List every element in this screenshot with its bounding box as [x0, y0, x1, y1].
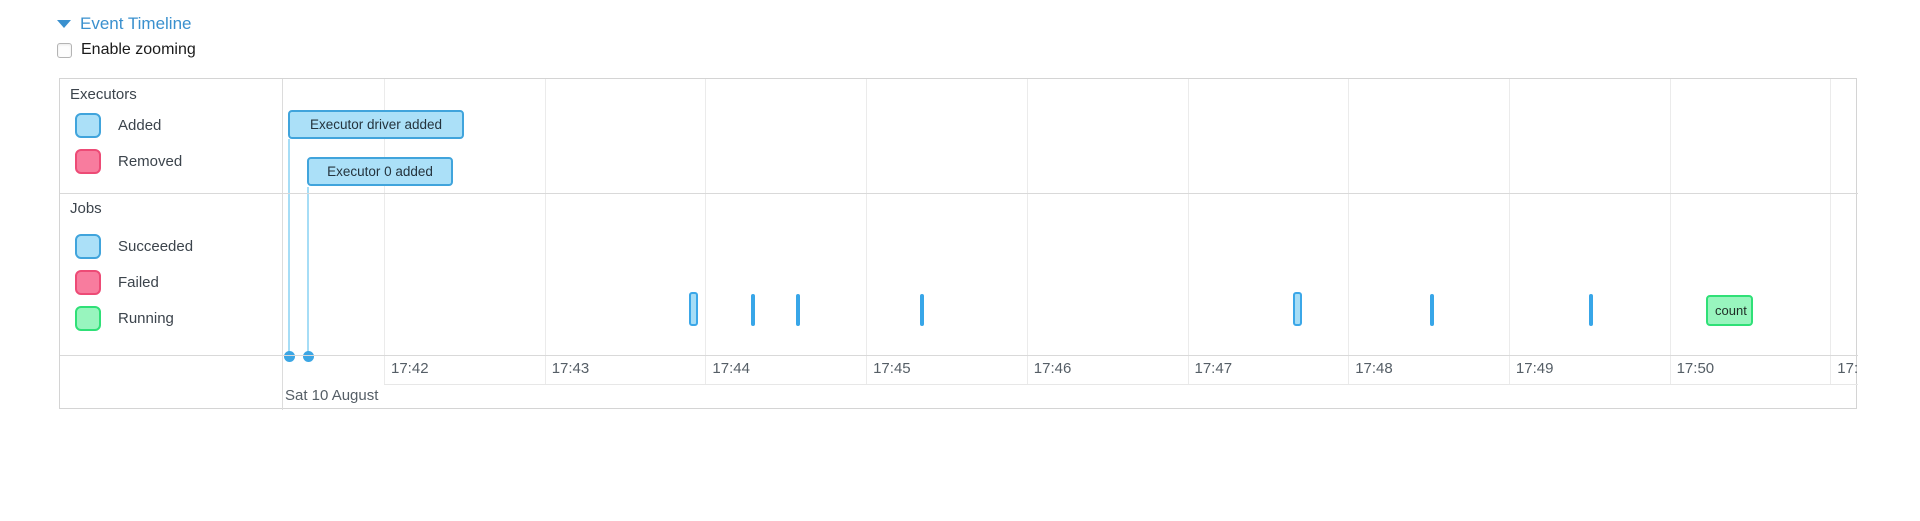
time-tick-label: 17:46 — [1033, 360, 1072, 377]
executors-lane-title: Executors — [70, 86, 137, 103]
running-label: Running — [118, 310, 174, 327]
lane-divider — [60, 193, 1858, 194]
executor-event-dot — [302, 350, 314, 362]
time-tick-label: 17:49 — [1515, 360, 1554, 377]
axis-line — [60, 355, 1858, 356]
succeeded-label: Succeeded — [118, 238, 194, 255]
added-label: Added — [118, 117, 162, 134]
collapse-triangle-icon — [57, 20, 71, 28]
event-timeline-title: Event Timeline — [80, 14, 192, 33]
axis-label-row-divider — [384, 384, 1858, 385]
legend-item-added: Added — [75, 113, 161, 138]
failed-swatch — [75, 270, 101, 295]
enable-zooming-checkbox[interactable] — [57, 42, 72, 58]
removed-swatch — [75, 149, 101, 174]
executor-event-line — [307, 187, 309, 355]
added-swatch — [75, 113, 101, 138]
executor-event-dot — [283, 350, 295, 362]
time-gridline — [1187, 79, 1189, 384]
executor-event-box[interactable]: Executor driver added — [288, 110, 464, 139]
time-gridline — [1348, 79, 1350, 384]
failed-label: Failed — [118, 274, 159, 291]
time-gridline — [544, 79, 546, 384]
time-tick-label: 17:45 — [873, 360, 911, 377]
time-tick-label: 17:47 — [1194, 360, 1233, 377]
running-swatch — [75, 306, 101, 331]
time-tick-label: 17:50 — [1676, 360, 1715, 377]
legend-item-running: Running — [75, 306, 174, 331]
time-tick-label: 17:42 — [391, 360, 429, 377]
jobs-lane-title: Jobs — [70, 200, 102, 217]
time-tick-label: 17:48 — [1355, 360, 1393, 377]
enable-zooming-label: Enable zooming — [81, 41, 196, 58]
time-gridline — [1669, 79, 1671, 384]
time-gridline — [866, 79, 868, 384]
time-gridline — [1830, 79, 1832, 384]
timeline-chart-area: 17:42 17:43 17:44 17:45 17:46 17:47 17:48 17:49… — [282, 79, 1858, 410]
time-gridline — [705, 79, 707, 384]
enable-zooming-row: Enable zooming — [57, 41, 196, 59]
time-tick-label: 17:51 — [1837, 360, 1858, 377]
timeline-panel: Executors Added Removed Jobs Succeeded F… — [59, 78, 1858, 410]
removed-label: Removed — [118, 153, 183, 170]
event-timeline-toggle[interactable]: Event Timeline — [57, 14, 192, 34]
legend-item-removed: Removed — [75, 149, 182, 174]
job-event-tick[interactable] — [751, 294, 755, 326]
job-event-range[interactable] — [689, 292, 698, 326]
job-event-tick[interactable] — [920, 294, 924, 326]
time-tick-label: 17:44 — [712, 360, 750, 377]
time-gridline — [384, 79, 385, 384]
job-event-tick[interactable] — [1589, 294, 1593, 326]
legend-item-succeeded: Succeeded — [75, 234, 193, 259]
time-tick-label: 17:43 — [551, 360, 590, 377]
job-event-tick[interactable] — [1430, 294, 1434, 326]
time-gridline — [1508, 79, 1510, 384]
legend-divider — [282, 79, 283, 410]
succeeded-swatch — [75, 234, 101, 259]
time-gridline — [1026, 79, 1028, 384]
executor-event-box[interactable]: Executor 0 added — [307, 157, 453, 186]
job-running-box[interactable]: count — [1706, 295, 1753, 326]
job-event-tick[interactable] — [796, 294, 800, 326]
executor-event-line — [288, 139, 290, 355]
job-event-range[interactable] — [1293, 292, 1302, 326]
legend-item-failed: Failed — [75, 270, 159, 295]
axis-date-label: Sat 10 August — [285, 387, 379, 404]
